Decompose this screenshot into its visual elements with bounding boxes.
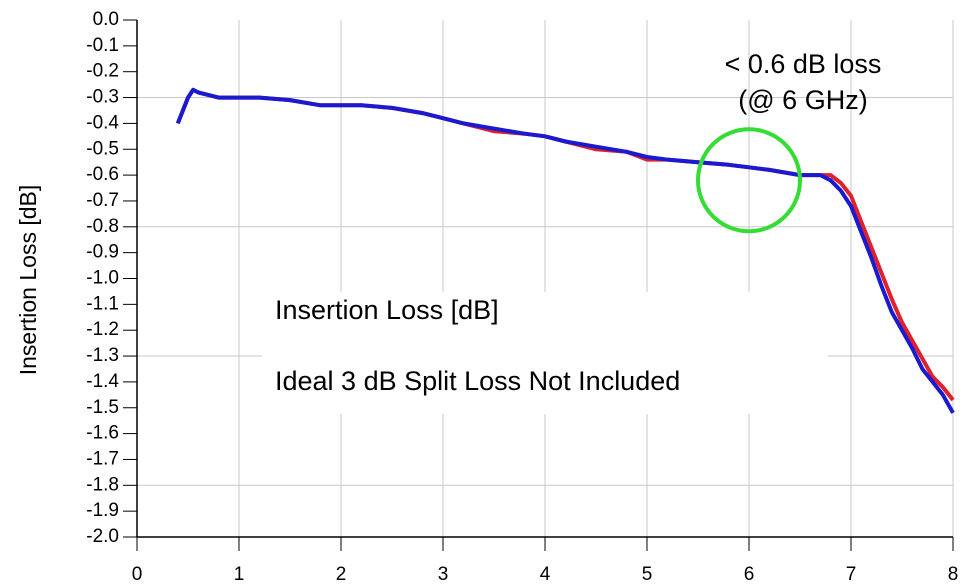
y-tick-label: -0.7 — [86, 190, 119, 211]
y-tick-label: -1.6 — [86, 423, 119, 444]
y-tick-label: -0.1 — [86, 35, 119, 56]
series-line — [175, 87, 955, 414]
annotation: Ideal 3 dB Split Loss Not Included — [275, 366, 680, 396]
x-tick-label: 2 — [336, 564, 347, 585]
y-tick-label: -1.9 — [86, 500, 119, 521]
y-tick-label: -0.5 — [86, 138, 119, 159]
y-tick-label: -1.1 — [86, 293, 119, 314]
y-tick-label: -1.0 — [86, 268, 119, 289]
y-tick-label: -0.9 — [86, 242, 119, 263]
y-tick-label: -0.8 — [86, 216, 119, 237]
x-tick-label: 5 — [642, 564, 653, 585]
x-tick-label: 6 — [744, 564, 755, 585]
y-tick-label: -0.2 — [86, 61, 119, 82]
x-tick-label: 1 — [234, 564, 245, 585]
x-tick-label: 7 — [846, 564, 857, 585]
annotation: Insertion Loss [dB] — [275, 295, 499, 325]
y-tick-label: -1.5 — [86, 397, 119, 418]
y-tick-label: -1.4 — [86, 371, 119, 392]
y-tick-label: -1.7 — [86, 448, 119, 469]
highlight-circle — [696, 127, 802, 234]
y-tick-label: -2.0 — [86, 526, 119, 547]
x-tick-label: 8 — [948, 564, 959, 585]
y-tick-label: -1.3 — [86, 345, 119, 366]
annotation: (@ 6 GHz) — [738, 85, 867, 115]
y-tick-label: -1.8 — [86, 474, 119, 495]
y-axis-label: Insertion Loss [dB] — [15, 185, 41, 376]
y-tick-label: 0.0 — [93, 9, 119, 30]
y-tick-label: -0.4 — [86, 112, 119, 133]
x-tick-label: 3 — [438, 564, 449, 585]
annotation: < 0.6 dB loss — [725, 49, 882, 79]
y-tick-label: -0.3 — [86, 87, 119, 108]
annotation-box — [262, 292, 828, 414]
x-tick-label: 4 — [540, 564, 551, 585]
y-tick-label: -1.2 — [86, 319, 119, 340]
x-tick-label: 0 — [132, 564, 143, 585]
y-tick-label: -0.6 — [86, 164, 119, 185]
